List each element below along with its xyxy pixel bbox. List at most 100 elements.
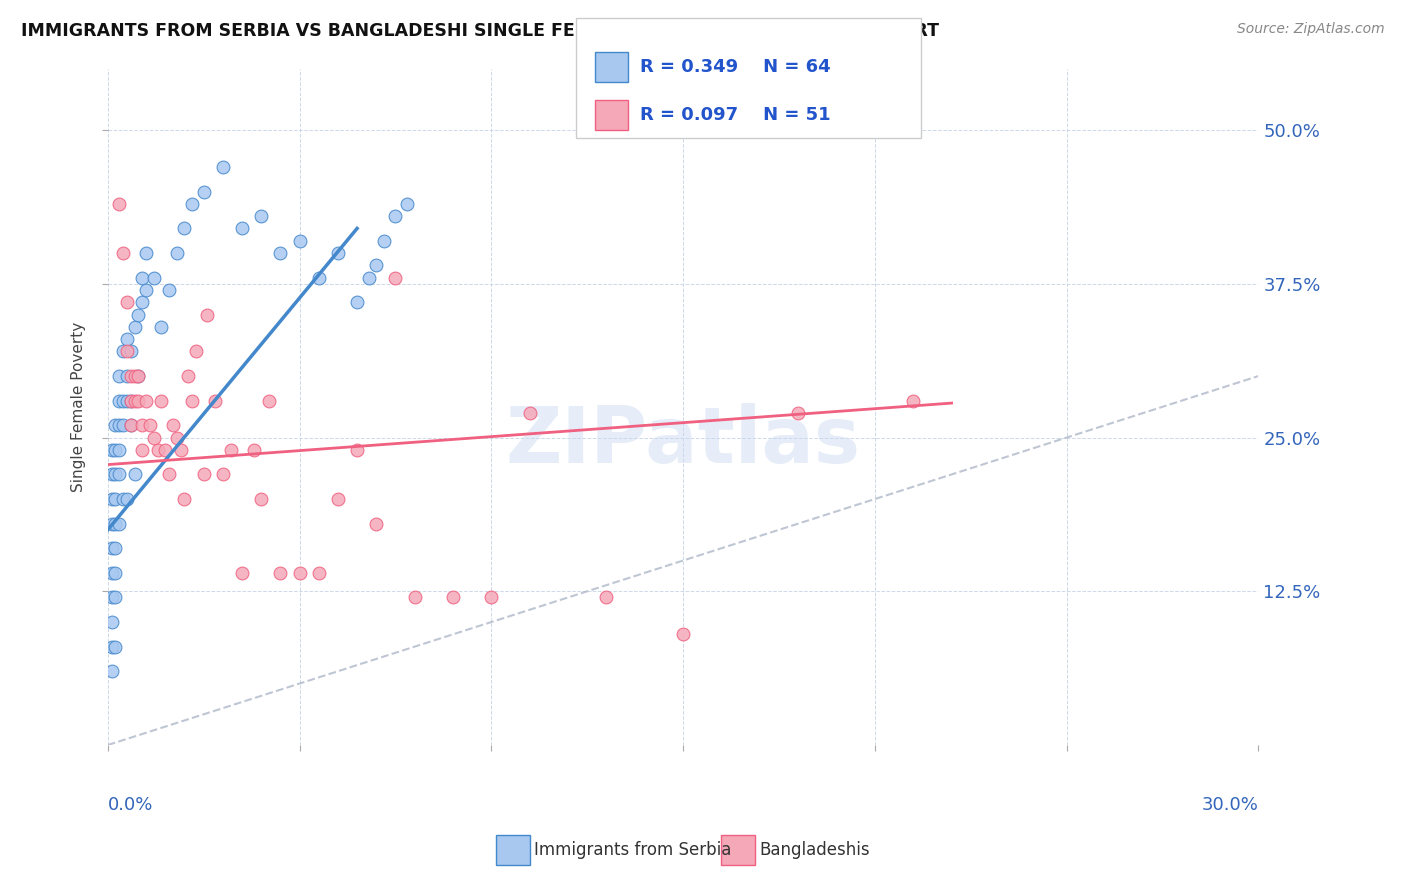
Point [104, 491, 127, 506]
Point [124, 467, 146, 482]
Point [479, 591, 502, 605]
Point [787, 406, 810, 420]
Point [108, 393, 131, 408]
Point [595, 591, 617, 605]
Text: 0.0%: 0.0% [108, 796, 153, 814]
Point [115, 332, 138, 346]
Point [104, 541, 127, 556]
Point [184, 344, 207, 359]
Point [124, 319, 146, 334]
Point [115, 295, 138, 310]
Point [120, 418, 142, 433]
Point [346, 295, 368, 310]
Point [100, 640, 122, 654]
Point [395, 197, 418, 211]
Point [357, 270, 380, 285]
Point [124, 393, 146, 408]
Point [120, 369, 142, 384]
Point [100, 615, 122, 629]
Point [100, 516, 122, 531]
Point [115, 369, 138, 384]
Point [288, 234, 311, 248]
Point [104, 467, 127, 482]
Text: IMMIGRANTS FROM SERBIA VS BANGLADESHI SINGLE FEMALE POVERTY CORRELATION CHART: IMMIGRANTS FROM SERBIA VS BANGLADESHI SI… [21, 22, 939, 40]
Point [131, 295, 153, 310]
Point [366, 258, 388, 272]
Point [384, 209, 406, 223]
Point [242, 442, 264, 457]
Point [100, 467, 122, 482]
Point [173, 221, 195, 235]
Point [127, 393, 149, 408]
Point [257, 393, 280, 408]
Point [120, 418, 142, 433]
Point [120, 393, 142, 408]
Point [157, 283, 180, 297]
Point [100, 566, 122, 580]
Point [104, 591, 127, 605]
Point [120, 393, 142, 408]
Point [250, 491, 273, 506]
Point [250, 209, 273, 223]
Point [169, 442, 191, 457]
Point [384, 270, 406, 285]
Text: Bangladeshis: Bangladeshis [759, 841, 870, 859]
Text: Source: ZipAtlas.com: Source: ZipAtlas.com [1237, 22, 1385, 37]
Point [142, 431, 165, 445]
Point [219, 442, 242, 457]
Text: Immigrants from Serbia: Immigrants from Serbia [534, 841, 731, 859]
Point [104, 566, 127, 580]
Point [131, 442, 153, 457]
Point [162, 418, 184, 433]
Point [269, 566, 291, 580]
Point [231, 566, 253, 580]
Point [108, 197, 131, 211]
Point [288, 566, 311, 580]
Point [104, 442, 127, 457]
Point [211, 467, 233, 482]
Point [131, 270, 153, 285]
Point [197, 308, 219, 322]
Point [146, 442, 169, 457]
Point [120, 344, 142, 359]
Point [104, 418, 127, 433]
Point [112, 246, 135, 260]
Point [193, 467, 215, 482]
Point [903, 393, 925, 408]
Point [104, 640, 127, 654]
Point [181, 197, 204, 211]
Point [112, 393, 135, 408]
Point [204, 393, 226, 408]
Point [108, 467, 131, 482]
Point [104, 516, 127, 531]
Point [308, 270, 330, 285]
Point [127, 369, 149, 384]
Point [139, 418, 162, 433]
Point [346, 442, 368, 457]
Point [115, 393, 138, 408]
Point [155, 442, 177, 457]
Point [672, 627, 695, 641]
Point [181, 393, 204, 408]
Point [115, 491, 138, 506]
Point [108, 369, 131, 384]
Point [404, 591, 426, 605]
Text: ZIPatlas: ZIPatlas [506, 402, 860, 479]
Point [519, 406, 541, 420]
Point [150, 319, 173, 334]
Point [135, 246, 157, 260]
Point [135, 393, 157, 408]
Point [100, 442, 122, 457]
Text: R = 0.349    N = 64: R = 0.349 N = 64 [640, 58, 831, 76]
Point [231, 221, 253, 235]
Point [127, 308, 149, 322]
Point [166, 246, 188, 260]
Point [193, 185, 215, 199]
Point [166, 431, 188, 445]
Point [124, 369, 146, 384]
Point [211, 160, 233, 174]
Point [326, 246, 349, 260]
Text: 30.0%: 30.0% [1202, 796, 1258, 814]
Point [326, 491, 349, 506]
Point [142, 270, 165, 285]
